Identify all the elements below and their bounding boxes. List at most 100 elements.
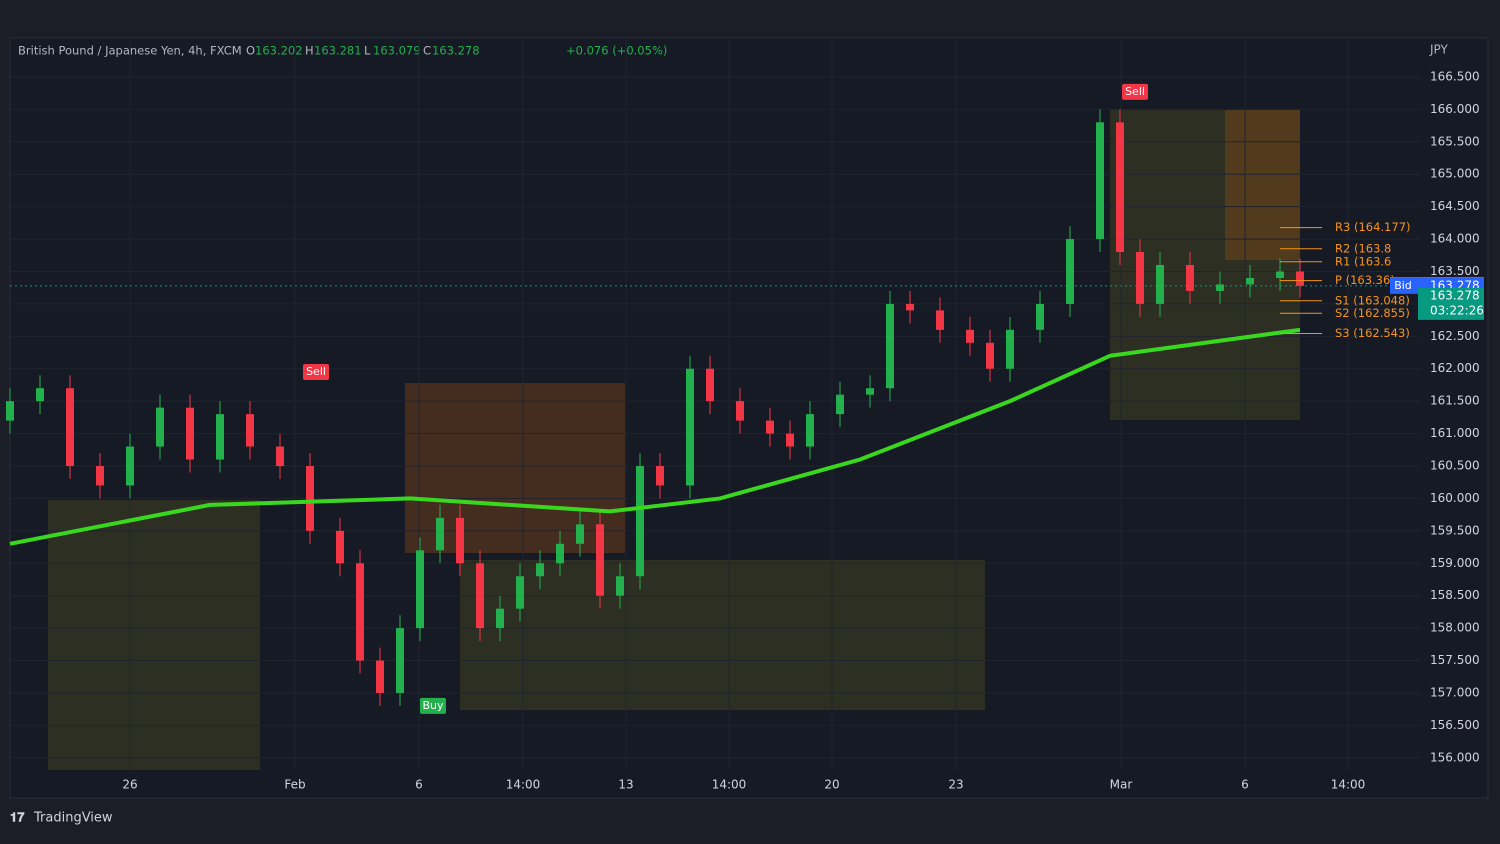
candle-body [436,517,444,551]
last-tag [1418,287,1484,320]
candle-body [636,466,644,577]
pivot-label: S1 (163.048) [1335,293,1410,307]
currency: JPY [1429,43,1449,57]
candle-body [596,524,604,596]
ohlc-value: 163.202 [255,44,303,58]
candle-body [376,660,384,693]
ohlc-label: H [305,44,314,58]
signal-box [303,363,329,380]
pivot-label: R1 (163.6 [1335,254,1391,268]
ohlc-value: 163.281 [314,44,362,58]
brand: TradingView [33,811,113,826]
y-tick-label: 161.500 [1430,394,1480,408]
y-tick-label: 156.000 [1430,750,1480,764]
candle-body [936,310,944,330]
x-tick-label: 13 [618,778,633,792]
candle-body [516,576,524,609]
candle-body [476,563,484,629]
x-tick-label: 20 [824,778,839,792]
bid-label: Bid [1394,279,1412,292]
y-tick-label: 162.000 [1430,361,1480,375]
zone [460,560,985,710]
y-tick-label: 164.500 [1430,199,1480,213]
candle-body [576,524,584,544]
candle-body [6,401,14,421]
candle-body [1276,271,1284,278]
candle-body [1296,271,1304,286]
candle-body [1096,122,1104,240]
candle-body [66,388,74,467]
candle-body [356,563,364,661]
candle-body [616,576,624,596]
candle-body [786,433,794,447]
countdown: 03:22:26 [1430,303,1484,317]
y-tick-label: 164.000 [1430,232,1480,246]
candle-body [1036,303,1044,330]
ohlc-label: O [246,44,255,58]
candle-body [126,446,134,486]
y-tick-label: 165.000 [1430,167,1480,181]
candle-body [36,388,44,402]
signal-box [1122,83,1148,100]
y-tick-label: 166.500 [1430,69,1480,83]
pivot-label: R3 (164.177) [1335,220,1411,234]
y-tick-label: 165.500 [1430,134,1480,148]
pivot-label: S2 (162.855) [1335,306,1410,320]
candle-body [536,563,544,577]
candle-body [396,628,404,693]
y-tick-label: 159.000 [1430,556,1480,570]
chart-panel [9,37,1489,799]
moving-average [9,327,1301,546]
last-value: 163.278 [1430,288,1480,302]
x-tick-label: 6 [1241,778,1249,792]
x-tick-label: 6 [415,778,423,792]
brand-logo: 𝟏𝟕 [10,811,25,826]
x-tick-label: 14:00 [506,778,541,792]
y-tick-label: 158.500 [1430,588,1480,602]
y-tick-label: 166.000 [1430,102,1480,116]
candle-body [216,414,224,460]
zone [1225,110,1300,260]
x-tick-label: Mar [1110,778,1133,792]
candle-body [96,466,104,486]
ohlc-label: C [423,44,431,58]
candle-body [456,517,464,564]
candle-body [1136,252,1144,304]
y-tick-label: 158.000 [1430,621,1480,635]
x-tick-label: 14:00 [712,778,747,792]
candle-body [736,401,744,421]
y-tick-label: 159.500 [1430,523,1480,537]
candle-body [496,608,504,629]
candle-body [886,303,894,389]
candle-body [1156,265,1164,304]
candle-body [706,368,714,402]
candle-body [416,550,424,629]
pivot-label: S3 (162.543) [1335,326,1410,340]
ohlc-label: L [364,44,371,58]
ohlc-value: 163.079 [373,44,421,58]
x-tick-label: 26 [122,778,137,792]
ohlc-value: 163.278 [432,44,480,58]
pivot-label: P (163.36) [1335,273,1395,287]
candle-body [1066,239,1074,304]
zone [48,500,260,770]
candle-body [556,543,564,564]
candle-body [306,466,314,531]
candle-body [906,303,914,311]
signal-label: Buy [422,699,444,712]
y-tick-label: 160.500 [1430,459,1480,473]
y-tick-label: 161.000 [1430,426,1480,440]
candle-body [1246,277,1254,285]
y-tick-label: 163.500 [1430,264,1480,278]
candle-body [156,407,164,447]
candle-body [656,466,664,486]
x-tick-label: Feb [284,778,305,792]
x-tick-label: 23 [948,778,963,792]
signal-label: Sell [306,365,326,378]
change: +0.076 (+0.05%) [566,44,667,58]
candle-body [1116,122,1124,253]
candle-body [686,368,694,486]
x-tick-label: 14:00 [1331,778,1366,792]
candle-body [766,420,774,434]
